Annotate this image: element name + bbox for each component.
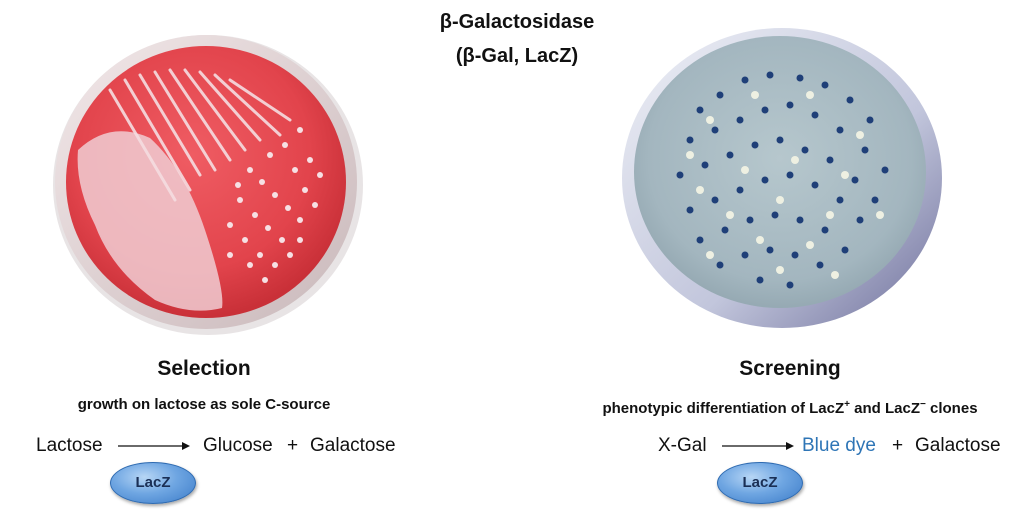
screening-plus-sign: +: [892, 435, 904, 456]
selection-product-glucose: Glucose: [203, 435, 273, 456]
selection-reaction-arrow: [118, 442, 190, 450]
screening-substrate: X-Gal: [658, 435, 707, 456]
screening-lacz-enzyme: LacZ: [717, 462, 803, 504]
screening-heading: Screening: [739, 357, 841, 380]
figure-title: β-Galactosidase: [439, 11, 595, 33]
selection-plus-sign: +: [287, 435, 299, 456]
screening-plate: [622, 28, 942, 328]
selection-lacz-enzyme: LacZ: [110, 462, 196, 504]
petri-plates: [53, 28, 942, 335]
screening-product-galactose: Galactose: [915, 435, 1001, 456]
selection-substrate: Lactose: [36, 435, 103, 456]
screening-subtitle: phenotypic differentiation of LacZ+ and …: [602, 399, 978, 417]
selection-product-galactose: Galactose: [310, 435, 396, 456]
screening-product-blue-dye: Blue dye: [802, 435, 876, 456]
selection-heading: Selection: [157, 357, 251, 380]
selection-subtitle: growth on lactose as sole C-source: [77, 396, 331, 413]
selection-plate: [53, 35, 363, 335]
figure-subtitle: (β-Gal, LacZ): [455, 45, 579, 67]
screening-reaction-arrow: [722, 442, 794, 450]
